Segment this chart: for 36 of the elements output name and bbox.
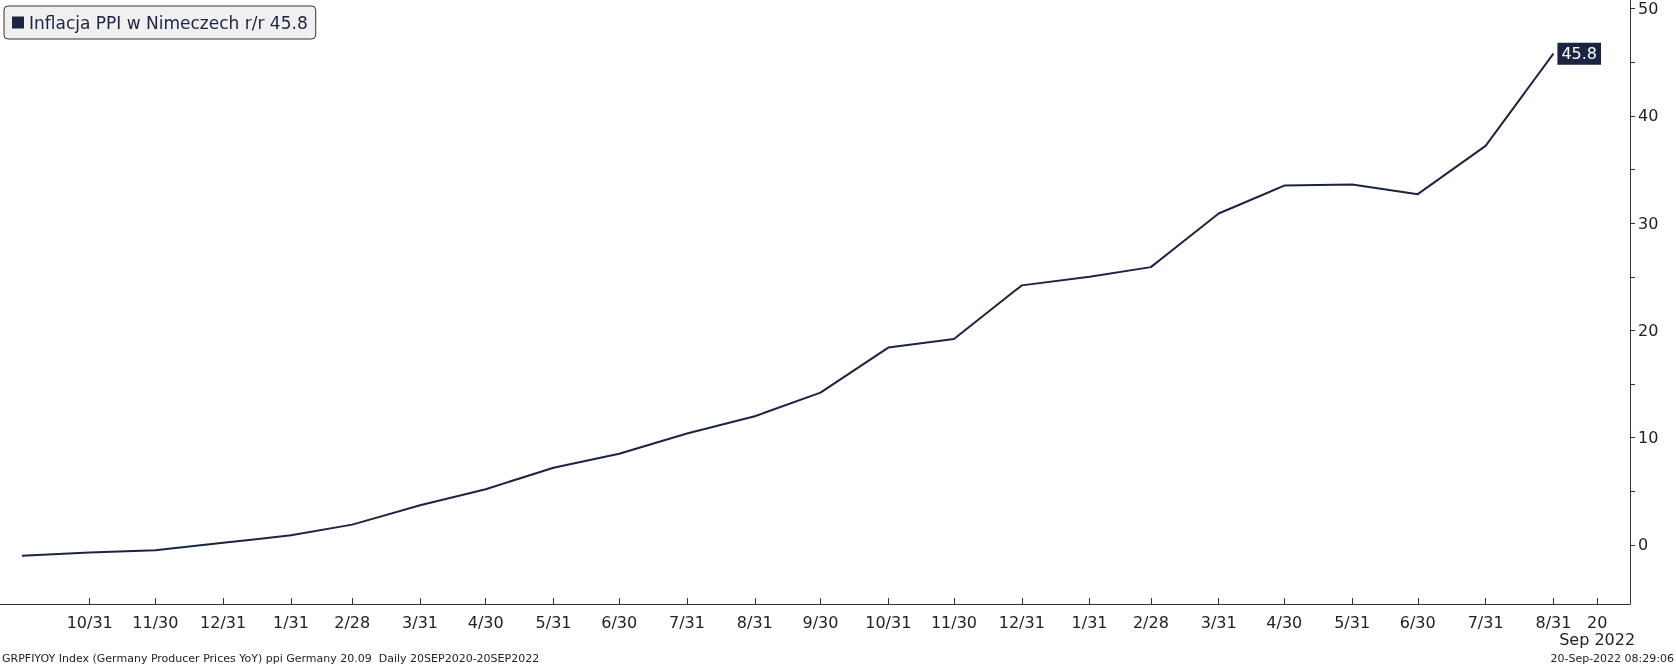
x-tick-label: 4/30 — [467, 612, 504, 632]
text: 20-Sep-2022 08:29:06 — [1550, 652, 1674, 665]
x-tick-label: 12/31 — [998, 612, 1045, 632]
x-tick-label: 7/31 — [1467, 612, 1504, 632]
y-tick-label: 50 — [1638, 0, 1659, 19]
x-tick-label: 9/30 — [802, 612, 839, 632]
y-tick-label: 0 — [1638, 535, 1649, 555]
data-label: 45.8 — [1561, 44, 1598, 64]
x-tick-label: 6/30 — [1399, 612, 1436, 632]
y-tick-label: 20 — [1638, 320, 1659, 340]
x-tick-label: 3/31 — [402, 612, 439, 632]
x-tick-label: 7/31 — [669, 612, 705, 632]
x-tick-label: 10/31 — [865, 612, 912, 632]
x-tick-label: 5/31 — [535, 612, 572, 632]
x-tick-label: 12/31 — [200, 612, 247, 632]
text: GRPFIYOY Index (Germany Producer Prices YoY) ppi Germany 20.09 Daily 20SEP2020-20SEP2022 — [2, 652, 540, 665]
x-tick-label: 8/31 — [1535, 612, 1572, 632]
x-tick-label: 2/28 — [334, 612, 371, 632]
x-tick-label: 4/30 — [1266, 612, 1303, 632]
text: Sep 2022 — [1559, 629, 1636, 649]
legend-label: Inflacja PPI w Nimeczech r/r 45.8 — [29, 12, 308, 33]
y-tick-label: 30 — [1638, 213, 1659, 233]
line-series — [20, 52, 1555, 557]
x-tick-label: 5/31 — [1334, 612, 1371, 632]
x-tick-label: 11/30 — [132, 612, 179, 632]
x-tick-label: 3/31 — [1200, 612, 1237, 632]
x-tick-label: 1/31 — [1071, 612, 1108, 632]
x-tick-label: 11/30 — [930, 612, 977, 632]
y-tick-label: 10 — [1638, 428, 1659, 448]
x-tick-label: 6/30 — [601, 612, 638, 632]
x-tick-label: 2/28 — [1132, 612, 1169, 632]
x-tick-label: 20 — [1587, 612, 1608, 632]
x-tick-label: 1/31 — [273, 612, 309, 632]
x-tick-label: 8/31 — [736, 612, 773, 632]
y-tick-label: 40 — [1638, 106, 1659, 126]
x-tick-label: 10/31 — [66, 612, 113, 632]
